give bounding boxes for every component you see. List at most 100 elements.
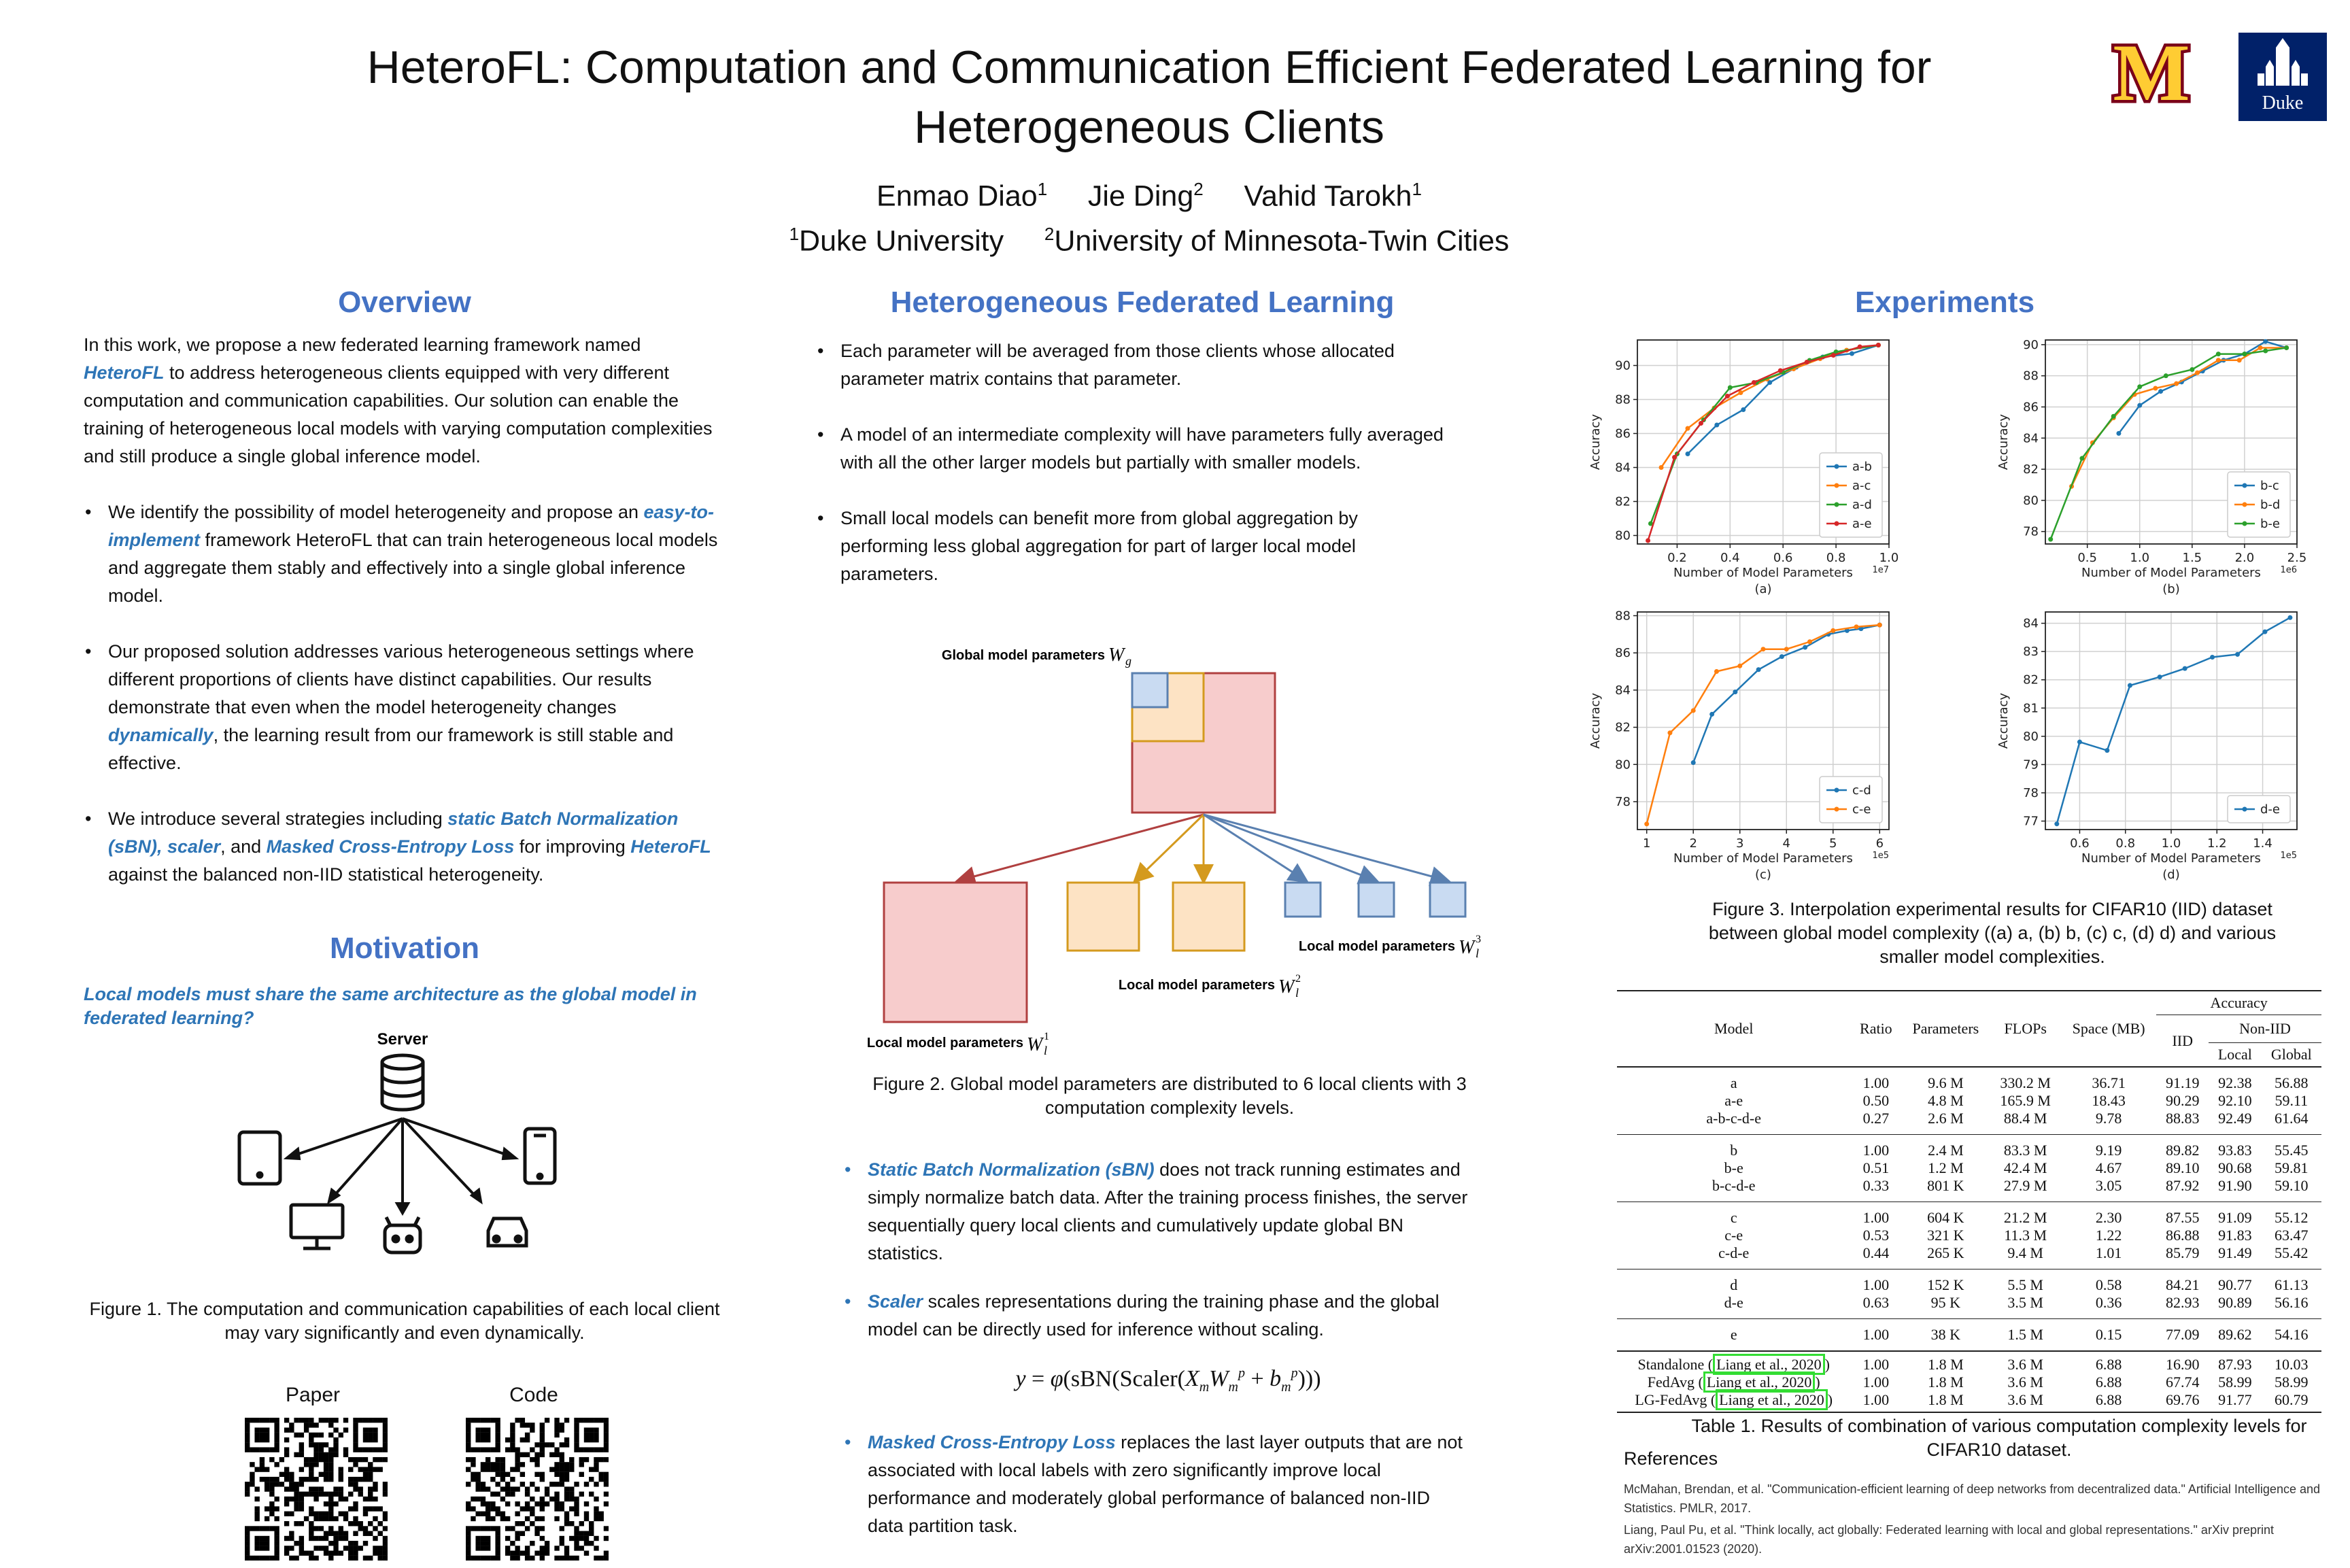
data-point — [2236, 358, 2242, 363]
data-point — [1714, 669, 1719, 675]
overview-heading: Overview — [338, 286, 471, 319]
table-cell: 90.29 — [2165, 1092, 2200, 1109]
y-tick-label: 79 — [2023, 757, 2039, 772]
data-point — [2079, 456, 2085, 461]
svg-text:l: l — [1476, 947, 1479, 960]
table-cell: 63.47 — [2275, 1227, 2309, 1244]
strategy-bullets: Static Batch Normalization (sBN) does no… — [843, 1156, 1469, 1540]
author-list: Enmao Diao1 Jie Ding2 Vahid Tarokh1 — [204, 170, 2094, 215]
local-header: Local — [2209, 1042, 2262, 1068]
local-model-mid — [1066, 881, 1140, 952]
y-axis-label: Accuracy — [1588, 414, 1603, 471]
table-cell: 152 K — [1927, 1276, 1964, 1293]
overview-bullets: We identify the possibility of model het… — [84, 498, 726, 889]
table-cell: 87.55 — [2165, 1209, 2200, 1226]
citation-link[interactable]: Liang et al., 2020 — [1703, 1371, 1816, 1393]
legend-marker — [1834, 521, 1839, 526]
x-axis-label: Number of Model Parameters — [2081, 566, 2261, 580]
chart-sublabel: (d) — [2162, 868, 2179, 882]
data-point — [1724, 394, 1730, 398]
table-cell: 55.42 — [2261, 1244, 2321, 1269]
legend-box — [2227, 471, 2291, 538]
x-tick-label: 0.6 — [1773, 551, 1793, 565]
author-name: Vahid Tarokh — [1244, 180, 1412, 213]
strategy-scaler: Scaler scales representations during the… — [845, 1288, 1469, 1401]
series-line-b-d — [2071, 347, 2287, 487]
y-tick-label: 84 — [1615, 461, 1631, 475]
table-row: e 1.00 38 K 1.5 M 0.15 77.09 89.62 54.16 — [1617, 1318, 2321, 1352]
data-point — [1830, 353, 1836, 358]
table-cell: 1.2 M — [1928, 1159, 1964, 1176]
data-point — [2190, 367, 2195, 373]
table-header-row: Local Global — [1617, 1042, 2321, 1068]
table-cell: 88.4 M — [1990, 1110, 2061, 1135]
table-cell: 0.51 — [1862, 1159, 1890, 1176]
legend-marker — [1834, 502, 1839, 507]
data-point — [1830, 628, 1836, 633]
data-point — [2137, 403, 2143, 408]
series-line-a-c — [1661, 344, 1879, 468]
experiments-heading: Experiments — [1854, 286, 2035, 319]
data-point — [1779, 654, 1784, 660]
baseline-row: FedAvg (Liang et al., 2020) 1.00 1.8 M 3.6 … — [1617, 1371, 2321, 1393]
space-col-header: Space (MB) — [2060, 990, 2157, 1068]
code-qr-code[interactable] — [466, 1418, 609, 1564]
data-point — [2235, 651, 2241, 657]
citation-link[interactable]: Liang et al., 2020 — [1716, 1389, 1828, 1410]
table-cell: 1.00 — [1862, 1142, 1890, 1159]
citation-link[interactable]: Liang et al., 2020 — [1713, 1354, 1825, 1375]
global-model-label: Global model parameters W g — [942, 645, 1131, 668]
legend-marker — [1834, 464, 1839, 469]
author-sup: 2 — [1193, 179, 1204, 199]
table-header-row: Model Ratio Parameters FLOPs Space (MB) Accur… — [1617, 990, 2321, 1068]
table-cell: 91.90 — [2209, 1177, 2262, 1202]
table-cell: 59.10 — [2261, 1177, 2321, 1202]
table-cell: a — [1730, 1074, 1737, 1091]
x-scale-note: 1e5 — [2280, 851, 2297, 861]
affiliation-sup: 1 — [789, 224, 800, 245]
figure-2-caption: Figure 2. Global model parameters are di… — [872, 1074, 1467, 1118]
table-cell: 95 K — [1901, 1294, 1990, 1319]
data-point — [2215, 352, 2221, 357]
table-cell: 56.88 — [2275, 1074, 2309, 1091]
table-cell: 165.9 M — [2000, 1092, 2051, 1109]
hfl-bullet: A model of an intermediate complexity wi… — [817, 421, 1448, 477]
y-tick-label: 78 — [1615, 795, 1631, 809]
y-tick-label: 82 — [1615, 721, 1631, 735]
table-cell: 0.33 — [1850, 1177, 1902, 1202]
table-cell: 1.00 — [1850, 1391, 1902, 1413]
y-tick-label: 84 — [1615, 683, 1631, 698]
data-point — [1690, 708, 1696, 713]
chart-b: 78 80 82 84 86 88 90 0.5 1.0 1.5 2.0 2.5 Number of M… — [1996, 338, 2306, 596]
robot-icon — [383, 1216, 422, 1255]
table-cell: 2.6 M — [1901, 1110, 1990, 1135]
x-tick-label: 2 — [1689, 836, 1697, 851]
table-row: d-e 0.63 95 K 3.5 M 0.36 82.93 90.89 56.16 — [1617, 1294, 2321, 1319]
table-cell: 69.76 — [2156, 1391, 2209, 1413]
data-point — [1648, 521, 1653, 526]
x-axis-label: Number of Model Parameters — [1673, 566, 1853, 580]
legend-marker — [2242, 483, 2247, 488]
data-point — [1685, 426, 1690, 431]
paper-label: Paper — [285, 1384, 341, 1406]
data-point — [1760, 647, 1766, 652]
svg-text:M: M — [2113, 37, 2190, 108]
paper-qr-code[interactable] — [245, 1418, 388, 1564]
y-axis-label: Accuracy — [1996, 693, 2011, 749]
data-point — [1685, 451, 1690, 456]
series-line-a-e — [1647, 344, 1879, 541]
data-point — [1646, 538, 1651, 543]
svg-text:g: g — [1125, 654, 1131, 668]
global-small-matrix — [1131, 672, 1169, 709]
data-point — [1714, 422, 1720, 428]
table-cell: 1.8 M — [1901, 1391, 1990, 1413]
local-model-small — [1284, 881, 1322, 918]
x-tick-label: 1.0 — [2162, 836, 2181, 851]
legend-box — [1819, 776, 1883, 823]
data-point — [1875, 343, 1881, 347]
data-point — [2048, 536, 2054, 542]
table-cell: 54.16 — [2261, 1318, 2321, 1352]
author-name: Enmao Diao — [876, 180, 1038, 213]
y-tick-label: 77 — [2023, 815, 2039, 829]
